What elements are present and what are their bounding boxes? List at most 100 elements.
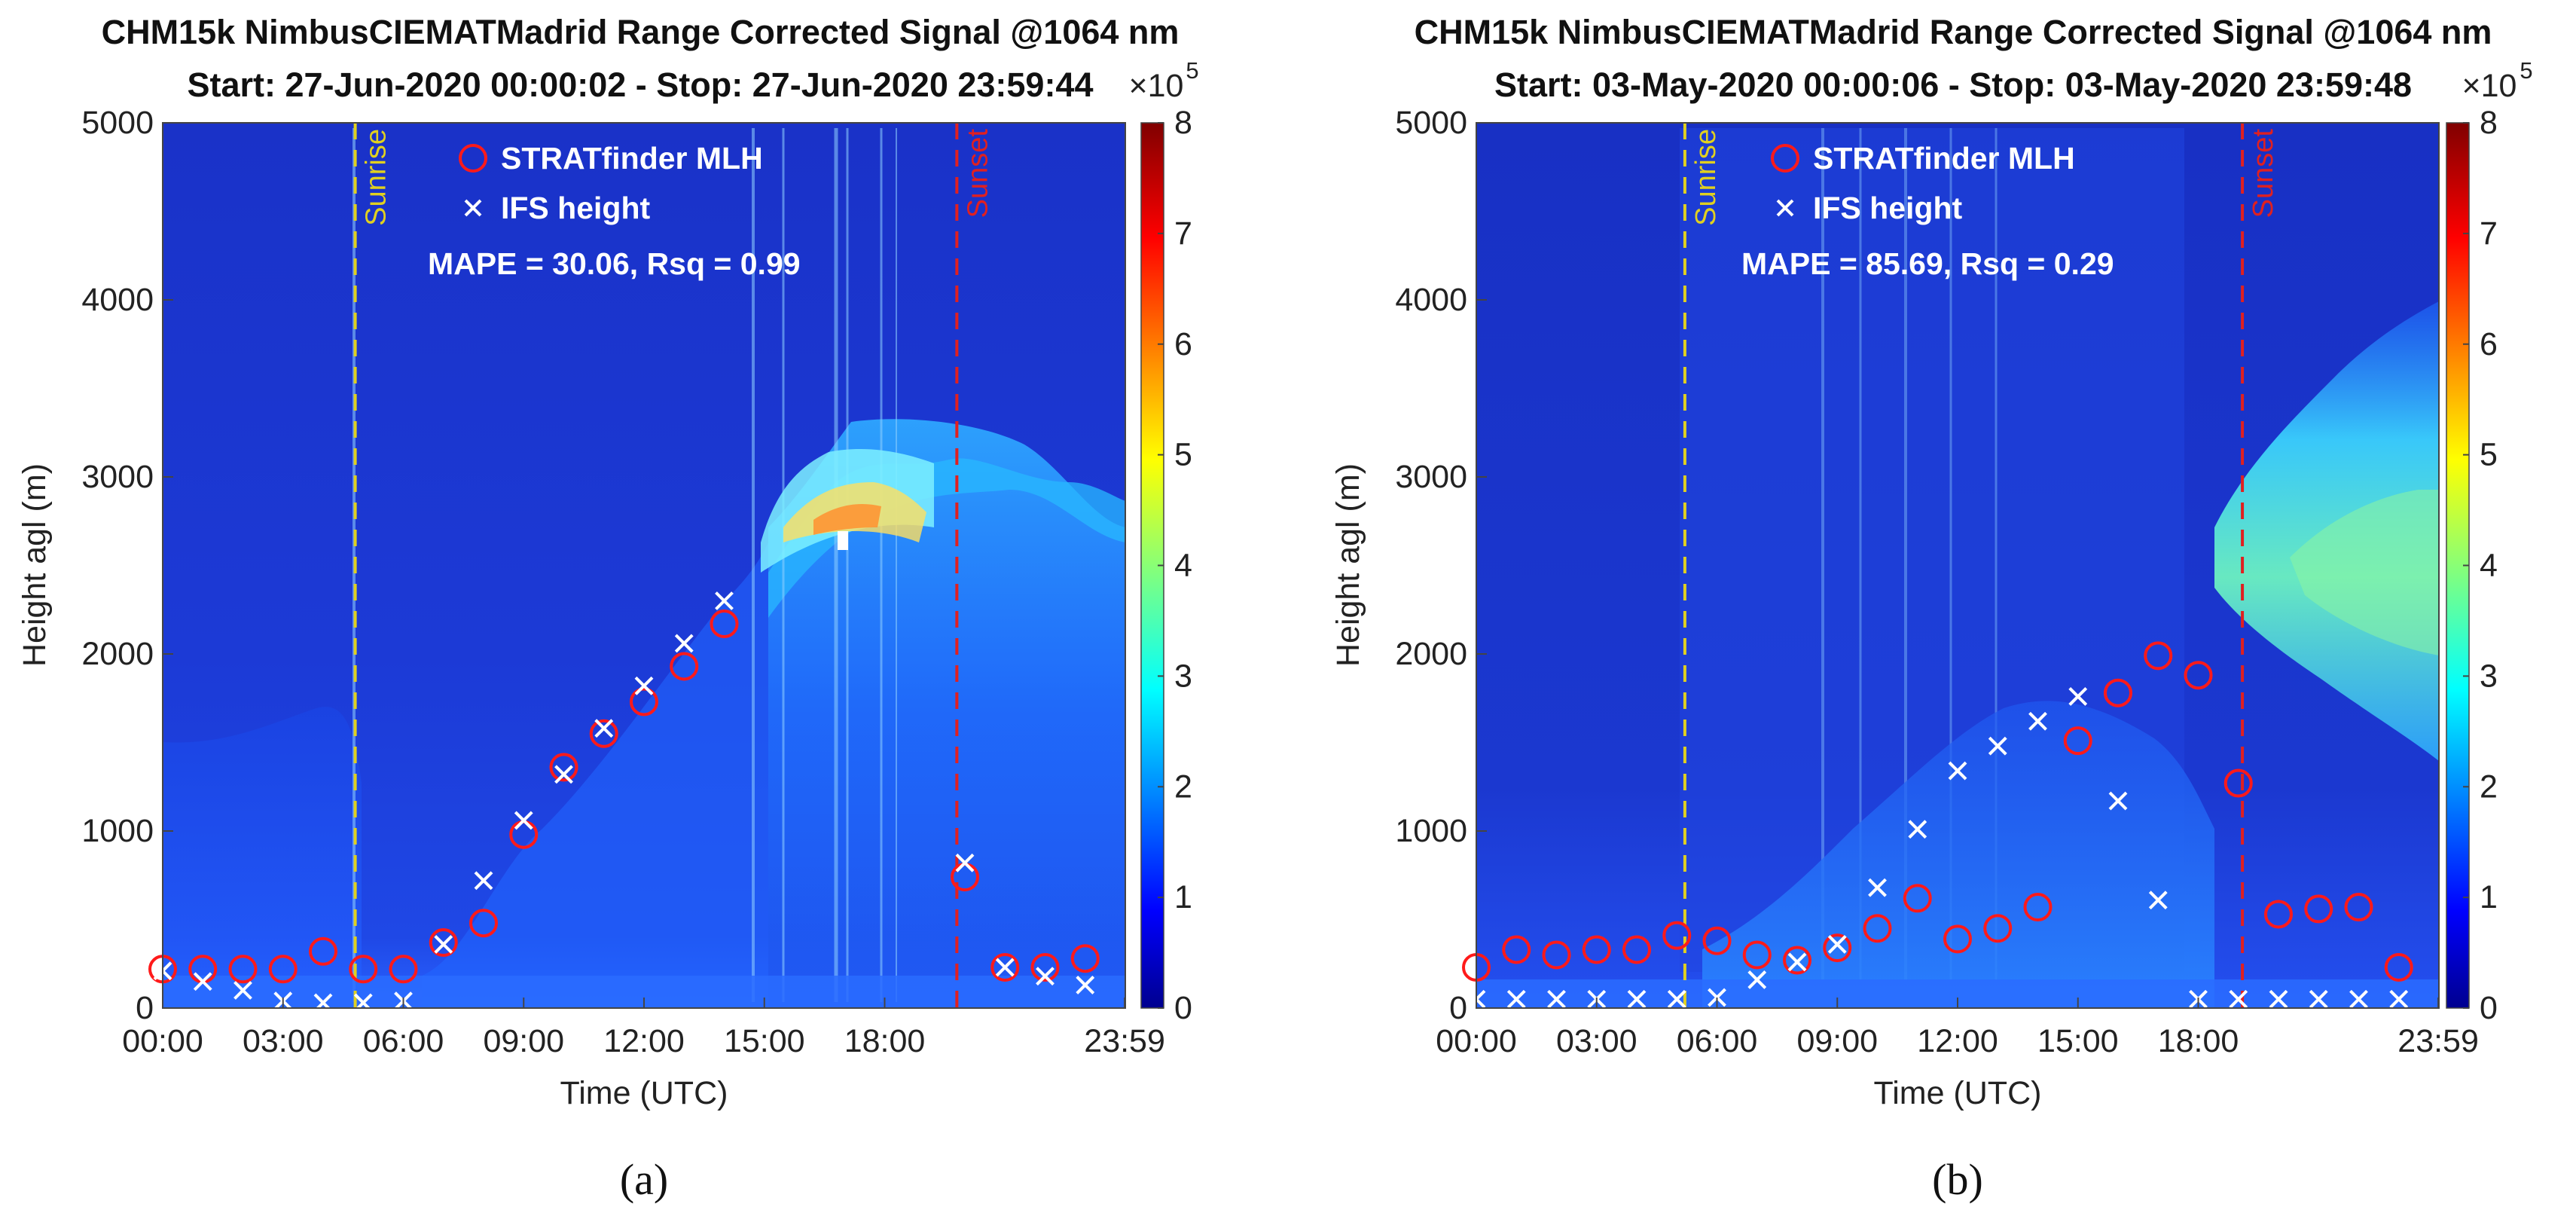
colorbar-tick-label: 2 xyxy=(1174,768,1192,805)
ifs-point xyxy=(2389,989,2409,1009)
legend-ifs-label: IFS height xyxy=(501,191,651,225)
colorbar-tick-label: 3 xyxy=(2480,658,2498,694)
colorbar-tick-label: 3 xyxy=(1174,658,1192,694)
colorbar-tick-label: 5 xyxy=(2480,437,2498,473)
chart-title-line2: Start: 27-Jun-2020 00:00:02 - Stop: 27-J… xyxy=(187,66,1093,104)
mlh-point xyxy=(990,952,1020,982)
sunset-label: Sunset xyxy=(962,129,993,218)
ifs-point xyxy=(2068,686,2088,706)
colorbar-tick-label: 4 xyxy=(2480,548,2498,584)
y-tick-label: 0 xyxy=(136,990,154,1026)
mlh-point xyxy=(1983,914,2013,943)
sunrise-label: Sunrise xyxy=(1690,129,1722,226)
colorbar: 0 1 2 3 4 5 6 7 8 ×10 5 xyxy=(1129,57,1199,1026)
colorbar-tick-label: 5 xyxy=(1174,437,1192,473)
y-tick-label: 4000 xyxy=(81,282,154,318)
legend-mlh-label: STRATfinder MLH xyxy=(501,141,763,176)
colorbar: 0 1 2 3 4 5 6 7 8 ×10 5 xyxy=(2446,57,2533,1026)
panel-label-b: (b) xyxy=(1932,1155,1983,1204)
ifs-point xyxy=(434,934,453,954)
x-tick-label: 18:00 xyxy=(844,1023,926,1059)
mlh-point xyxy=(309,936,337,966)
colorbar-tick-label: 0 xyxy=(1174,990,1192,1026)
x-tick-label: 15:00 xyxy=(724,1023,805,1059)
x-axis-label: Time (UTC) xyxy=(1874,1075,2042,1111)
y-tick-label: 1000 xyxy=(1395,813,1467,849)
mlh-point xyxy=(2023,893,2053,922)
ifs-point xyxy=(1787,952,1807,972)
chart-title-line2: Start: 03-May-2020 00:00:06 - Stop: 03-M… xyxy=(1494,66,2412,104)
mlh-point xyxy=(2223,768,2253,798)
legend-ifs-label: IFS height xyxy=(1813,191,1963,225)
sunrise-label: Sunrise xyxy=(361,129,392,226)
mlh-point xyxy=(1783,946,1811,975)
panel-label-a: (a) xyxy=(620,1155,668,1204)
ifs-point xyxy=(1506,989,1526,1009)
colorbar-tick-label: 8 xyxy=(1174,105,1192,141)
ifs-point xyxy=(193,972,212,991)
colorbar-tick-label: 1 xyxy=(1174,879,1192,915)
colorbar-tick-label: 1 xyxy=(2480,879,2498,915)
ifs-point xyxy=(514,811,533,830)
y-tick-label: 3000 xyxy=(1395,459,1467,495)
colorbar-tick-label: 7 xyxy=(2480,215,2498,252)
colorbar-exponent-base: ×10 xyxy=(1129,68,1184,104)
y-tick-label: 4000 xyxy=(1395,282,1467,318)
mlh-point xyxy=(2184,661,2213,690)
ifs-point xyxy=(1868,878,1887,897)
stats-text: MAPE = 85.69, Rsq = 0.29 xyxy=(1741,246,2114,281)
x-tick-label: 06:00 xyxy=(363,1023,444,1059)
x-tick-label: 06:00 xyxy=(1677,1023,1758,1059)
ifs-point xyxy=(2148,891,2168,910)
x-tick-label: 15:00 xyxy=(2037,1023,2119,1059)
mlh-point xyxy=(429,928,458,958)
y-axis-label: Height agl (m) xyxy=(17,463,53,667)
mlh-point xyxy=(1903,884,1932,913)
colorbar-tick-label: 6 xyxy=(1174,326,1192,362)
mlh-point xyxy=(630,687,658,716)
mlh-point xyxy=(469,909,498,938)
mlh-point xyxy=(710,610,739,639)
mlh-point xyxy=(1702,926,1732,955)
ifs-point xyxy=(233,981,252,1000)
colorbar-exponent-power: 5 xyxy=(2520,57,2532,84)
ifs-point xyxy=(554,765,573,784)
ifs-point xyxy=(955,853,975,872)
x-tick-label: 23:59 xyxy=(1084,1023,1165,1059)
mlh-point xyxy=(2144,641,2173,671)
ifs-point xyxy=(1948,761,1967,781)
mlh-point xyxy=(1030,952,1060,982)
ifs-point xyxy=(1036,967,1055,986)
heatmap-image xyxy=(1476,123,2439,1008)
mlh-point xyxy=(1542,940,1571,970)
legend: STRATfinder MLH IFS height MAPE = 30.06,… xyxy=(428,141,801,281)
mlh-point xyxy=(1943,924,1972,954)
colorbar-exponent-base: ×10 xyxy=(2462,68,2517,104)
x-axis-label: Time (UTC) xyxy=(560,1075,728,1111)
y-tick-label: 5000 xyxy=(81,105,154,141)
panel-b: CHM15k NimbusCIEMATMadrid Range Correcte… xyxy=(1330,13,2533,1204)
chart-title-line1: CHM15k NimbusCIEMATMadrid Range Correcte… xyxy=(102,13,1180,51)
ifs-point xyxy=(1908,820,1927,839)
mlh-point xyxy=(670,652,699,681)
mlh-point xyxy=(2344,893,2373,922)
stats-text: MAPE = 30.06, Rsq = 0.99 xyxy=(428,246,801,281)
mlh-point xyxy=(1662,921,1692,950)
mlh-point xyxy=(2104,678,2132,707)
mlh-point xyxy=(228,955,258,984)
colorbar-tick-label: 6 xyxy=(2480,326,2498,362)
ifs-point xyxy=(1076,976,1095,994)
ifs-point xyxy=(1747,970,1767,989)
ifs-point xyxy=(2108,791,2128,811)
x-tick-label: 18:00 xyxy=(2158,1023,2239,1059)
mlh-point xyxy=(2063,726,2092,756)
colorbar-tick-label: 0 xyxy=(2480,990,2498,1026)
legend: STRATfinder MLH IFS height MAPE = 85.69,… xyxy=(1741,141,2114,281)
mlh-point xyxy=(389,955,418,984)
y-tick-label: 1000 xyxy=(81,813,154,849)
y-tick-label: 5000 xyxy=(1395,105,1467,141)
mlh-point xyxy=(1070,944,1100,973)
colorbar-tick-label: 8 xyxy=(2480,105,2498,141)
panel-a: CHM15k NimbusCIEMATMadrid Range Correcte… xyxy=(17,13,1199,1204)
